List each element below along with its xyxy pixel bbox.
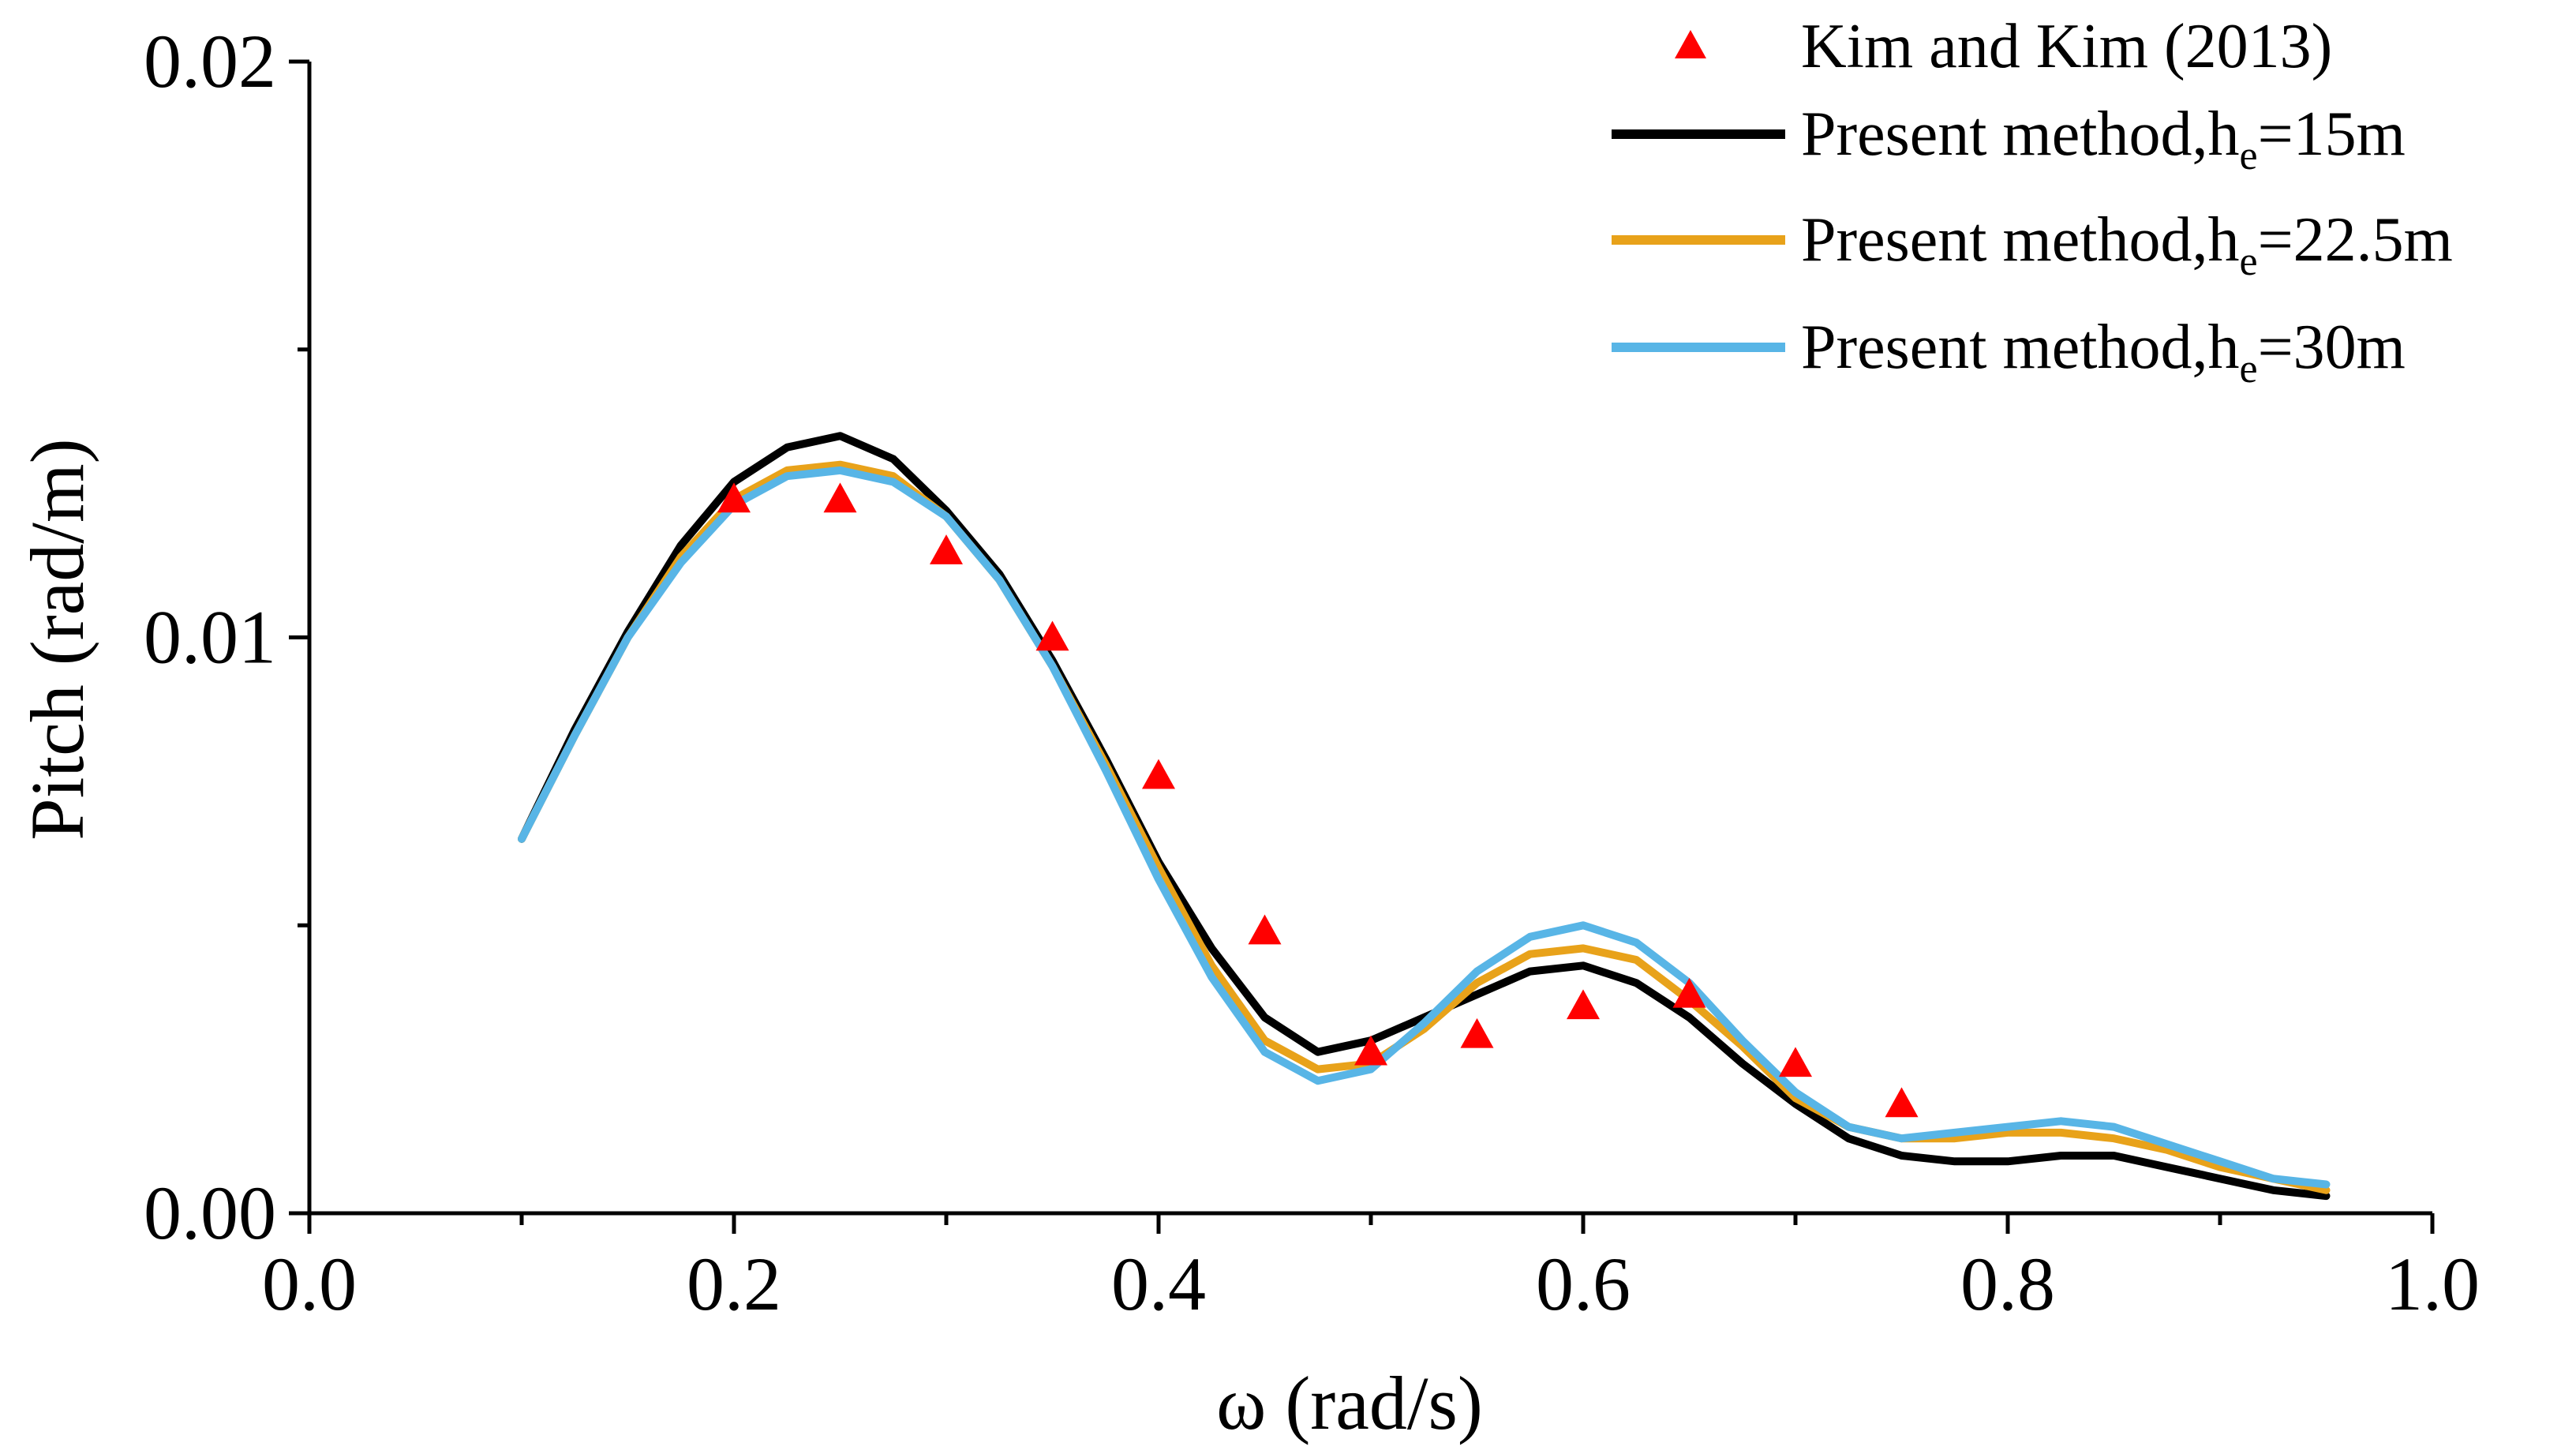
data-point-triangle — [1567, 989, 1600, 1020]
data-point-triangle — [1248, 914, 1282, 945]
legend-label-15m-sub: e — [2239, 133, 2257, 178]
legend-marker-kim — [1675, 30, 1706, 58]
series-line-1 — [518, 432, 2331, 1201]
data-point-triangle — [1779, 1047, 1812, 1077]
x-tick-label: 0.8 — [1960, 1242, 2055, 1326]
legend-label-22-5m-main: Present method,h — [1801, 205, 2239, 275]
legend-label-15m: Present method,he=15m — [1801, 99, 2406, 178]
legend-label-22-5m-suffix: =22.5m — [2258, 205, 2453, 275]
y-axis-title: Pitch (rad/m) — [15, 438, 99, 840]
legend-label-30m-main: Present method,h — [1801, 313, 2239, 382]
data-point-triangle — [1035, 620, 1069, 651]
legend-label-22-5m: Present method,he=22.5m — [1801, 205, 2453, 284]
data-point-triangle — [1142, 759, 1175, 789]
series-line-3 — [518, 466, 2331, 1189]
data-point-triangle — [1460, 1017, 1494, 1048]
x-axis-title: ω (rad/s) — [1216, 1361, 1483, 1445]
series-line-2 — [518, 460, 2331, 1194]
y-tick-label: 0.02 — [144, 19, 276, 103]
x-tick-label: 0.4 — [1111, 1242, 1206, 1326]
legend-label-22-5m-sub: e — [2239, 239, 2257, 284]
y-tick-label: 0.00 — [144, 1171, 276, 1255]
x-tick-label: 0.0 — [262, 1242, 357, 1326]
tick-labels: 0.0 0.2 0.4 0.6 0.8 1.0 0.00 0.01 0.02 — [144, 19, 2480, 1326]
x-tick-label: 0.2 — [687, 1242, 781, 1326]
legend-label-kim: Kim and Kim (2013) — [1801, 12, 2332, 81]
data-point-triangle — [1672, 977, 1706, 1008]
y-tick-label: 0.01 — [144, 595, 276, 680]
data-point-triangle — [823, 482, 857, 513]
legend-label-30m-sub: e — [2239, 347, 2257, 392]
data-point-triangle — [717, 482, 751, 513]
legend-label-30m: Present method,he=30m — [1801, 313, 2406, 392]
legend-label-30m-suffix: =30m — [2258, 313, 2406, 382]
data-point-triangle — [1885, 1087, 1919, 1118]
x-tick-label: 0.6 — [1536, 1242, 1631, 1326]
x-tick-label: 1.0 — [2385, 1242, 2480, 1326]
legend: Kim and Kim (2013) Present method,he=15m… — [1612, 12, 2453, 392]
data-point-triangle — [1354, 1035, 1387, 1066]
plot-marks — [518, 432, 2331, 1201]
legend-label-15m-main: Present method,h — [1801, 99, 2239, 169]
axes — [289, 59, 2435, 1234]
data-point-triangle — [930, 534, 963, 564]
legend-label-15m-suffix: =15m — [2258, 99, 2406, 169]
